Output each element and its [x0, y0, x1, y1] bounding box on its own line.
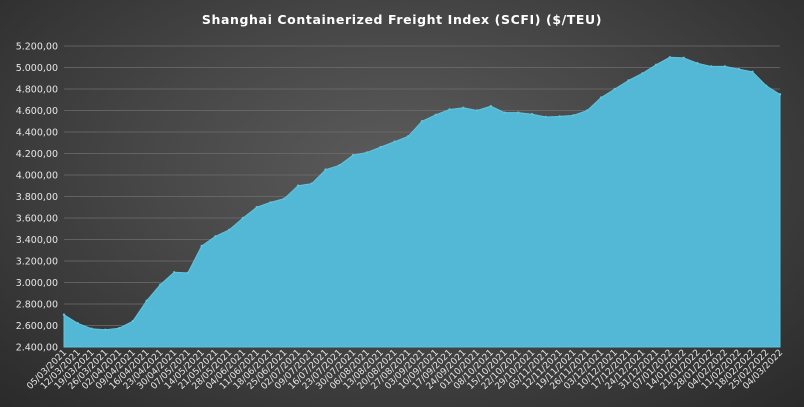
data-point: [117, 326, 121, 330]
data-point: [765, 84, 768, 87]
data-point: [613, 87, 616, 91]
data-point: [283, 197, 286, 200]
data-point: [475, 109, 479, 112]
y-tick-label: 2.600,00: [16, 321, 58, 332]
y-tick-label: 4.000,00: [16, 171, 58, 182]
data-point: [365, 151, 369, 154]
data-point: [641, 72, 644, 75]
y-tick-label: 4.400,00: [16, 128, 58, 139]
data-point: [131, 320, 135, 323]
data-point: [255, 206, 258, 209]
x-axis: 05/03/202112/03/202119/03/202126/03/2021…: [25, 348, 785, 392]
data-point: [434, 113, 437, 117]
y-tick-label: 3.800,00: [16, 192, 58, 203]
data-point: [737, 67, 740, 71]
data-point: [310, 182, 314, 185]
data-point: [654, 63, 658, 67]
data-point: [296, 184, 300, 187]
data-point: [778, 93, 782, 96]
data-point: [599, 96, 603, 99]
series-area: [63, 56, 781, 348]
data-point: [90, 327, 93, 330]
y-axis: 2.400,00 2.600,00 2.800,00 3.000,00 3.200,00…: [16, 42, 58, 354]
data-point: [696, 62, 699, 65]
chart-title: Shanghai Containerized Freight Index (SC…: [202, 12, 602, 27]
y-tick-label: 2.400,00: [16, 343, 58, 354]
data-point: [627, 79, 630, 82]
data-point: [530, 113, 534, 116]
data-point: [420, 120, 424, 123]
y-tick-label: 4.200,00: [16, 149, 58, 160]
data-point: [462, 106, 465, 110]
data-point: [62, 313, 66, 316]
y-tick-label: 3.600,00: [16, 214, 58, 225]
data-point: [338, 164, 341, 167]
data-point: [723, 65, 727, 68]
y-tick-label: 5.000,00: [16, 63, 58, 74]
data-point: [448, 108, 451, 111]
data-point: [241, 216, 245, 220]
data-point: [104, 328, 107, 331]
data-point: [489, 105, 493, 108]
data-point: [379, 145, 382, 149]
data-point: [709, 65, 713, 68]
y-tick-label: 5.200,00: [16, 42, 58, 53]
y-tick-label: 2.800,00: [16, 300, 58, 311]
data-point: [76, 322, 79, 325]
data-point: [572, 114, 575, 117]
data-point: [172, 271, 176, 274]
data-point: [324, 168, 327, 171]
y-tick-label: 3.400,00: [16, 235, 58, 246]
data-point: [407, 135, 410, 138]
data-point: [503, 111, 506, 114]
y-tick-label: 4.600,00: [16, 106, 58, 117]
data-point: [214, 235, 217, 238]
data-point: [159, 283, 162, 286]
data-point: [751, 70, 754, 74]
data-point: [186, 271, 190, 275]
y-tick-label: 4.800,00: [16, 85, 58, 96]
data-point: [517, 111, 520, 114]
series-area-layer: [62, 56, 782, 348]
data-point: [351, 153, 355, 157]
data-point: [586, 109, 589, 112]
data-point: [682, 56, 685, 60]
data-point: [228, 228, 231, 232]
y-tick-label: 3.000,00: [16, 278, 58, 289]
data-point: [145, 299, 148, 302]
data-point: [544, 115, 548, 119]
data-point: [269, 201, 272, 204]
data-point: [558, 115, 561, 118]
data-point: [393, 140, 396, 143]
data-point: [200, 244, 203, 248]
y-tick-label: 3.200,00: [16, 257, 58, 268]
data-point: [668, 56, 672, 59]
